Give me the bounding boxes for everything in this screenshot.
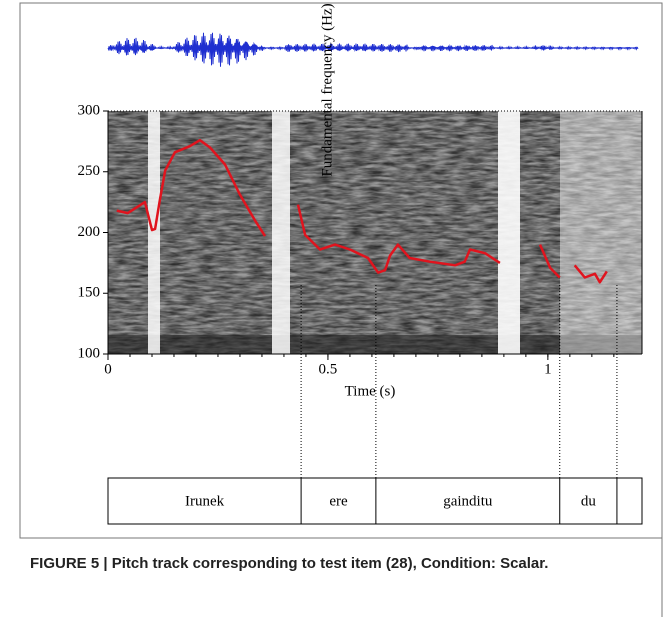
y-tick-label: 300 (78, 102, 101, 118)
x-tick-label: 0 (104, 361, 112, 377)
spectrogram-gap (148, 111, 160, 354)
tier-label: du (581, 493, 597, 509)
y-tick-label: 250 (78, 163, 101, 179)
spectrogram-fade (560, 111, 642, 354)
x-tick-label: 1 (544, 361, 552, 377)
spectrogram-gap (272, 111, 290, 354)
y-tick-label: 100 (78, 345, 101, 361)
tier-label: ere (329, 493, 348, 509)
x-axis-label: Time (s) (345, 383, 396, 399)
frame (19, 2, 663, 539)
tier-box (107, 477, 643, 525)
spectrogram-gap (498, 111, 520, 354)
caption: FIGURE 5 | Pitch track corresponding to … (30, 555, 549, 572)
spectrogram-texture (108, 111, 642, 354)
y-axis-label: Fundamental frequency (Hz) (319, 3, 335, 176)
spectrogram (108, 111, 642, 354)
tier-label: Irunek (185, 493, 225, 509)
waveform (107, 32, 639, 67)
y-tick-label: 150 (78, 285, 101, 301)
tier-label: gainditu (443, 493, 493, 509)
pitch-track (116, 138, 608, 284)
x-tick-label: 0.5 (319, 361, 338, 377)
y-tick-label: 200 (78, 224, 101, 240)
